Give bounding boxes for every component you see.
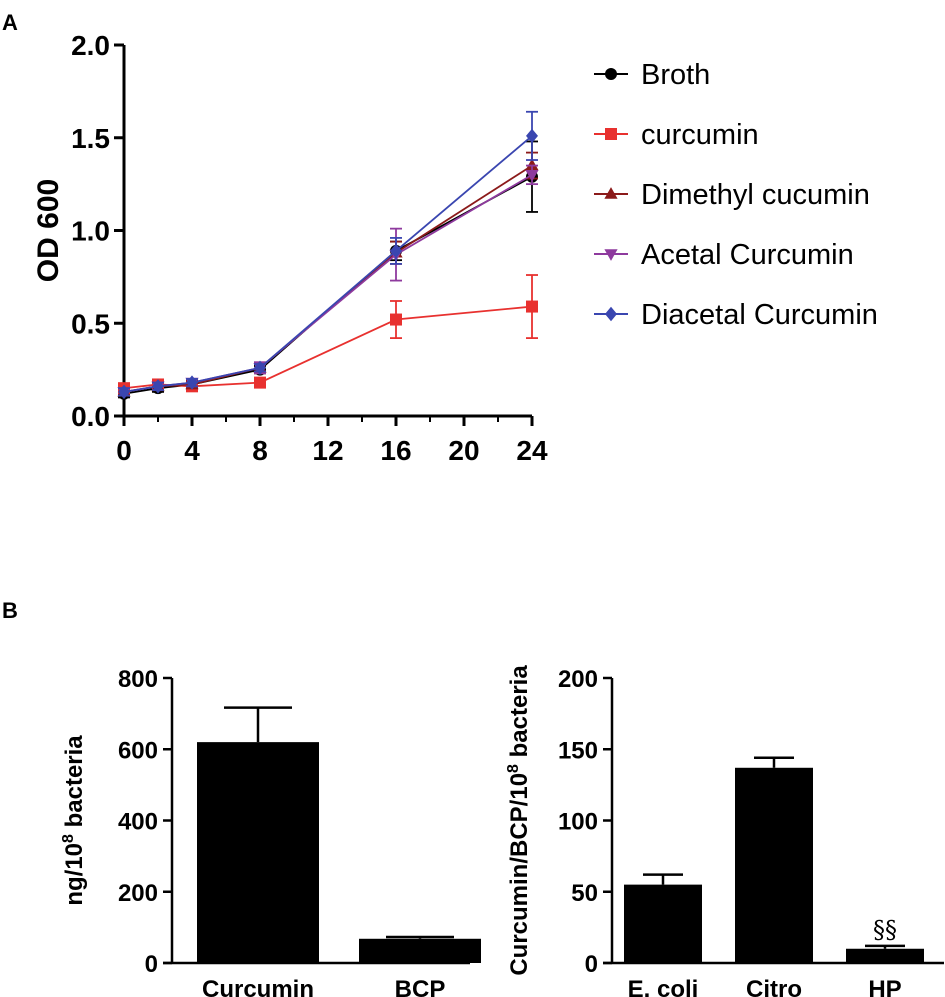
panel-a-label: A [2,10,18,35]
x-category-label-curcumin: Curcumin [202,976,314,997]
growth-curve-legend: Broth curcumin Dimethyl cucumin Acetal Curc… [594,59,878,331]
y-axis-title-superscript: 8 [505,764,522,773]
y-tick-label: 150 [558,737,598,764]
bar-e-coli [624,884,702,963]
y-tick-label: 50 [571,880,598,907]
y-tick-label: 0 [145,951,158,978]
data-point-curcumin [390,313,402,326]
legend-marker-diacetal-curcumin [605,306,617,322]
legend-marker-dimethyl-cucumin [604,187,618,199]
bar-hp [846,948,924,963]
data-point-diacetal-curcumin [526,128,538,144]
x-tick-label: 4 [184,435,200,466]
x-category-label-e-coli: E. coli [628,976,699,997]
data-point-diacetal-curcumin [118,384,130,400]
y-tick-label: 600 [118,737,158,764]
x-category-label-citro: Citro [746,976,802,997]
legend-marker-acetal-curcumin [604,249,618,261]
x-tick-label: 0 [116,435,132,466]
panel-b-label: B [2,598,18,623]
y-axis-title-suffix: bacteria [506,665,533,764]
legend-label-broth: Broth [641,59,710,91]
series-line-broth [123,175,533,395]
series-line-dimethyl-cucumin [123,164,533,393]
y-tick-label: 1.5 [71,123,110,154]
data-point-diacetal-curcumin [254,360,266,375]
series-line-diacetal-curcumin [123,135,533,393]
y-axis-title: Curcumin/BCP/108 bacteria [505,665,533,976]
legend-marker-broth [605,68,617,80]
data-point-diacetal-curcumin [186,375,198,390]
x-tick-label: 16 [380,435,411,466]
y-axis-title-main: Curcumin/BCP/10 [506,773,533,976]
legend-marker-curcumin [605,128,617,140]
data-point-acetal-curcumin [525,170,539,182]
significance-annotation: §§ [873,916,897,944]
data-point-diacetal-curcumin [390,243,402,259]
bar-curcumin [197,742,319,963]
curcumin-bcp-bar-chart: 0 200 400 600 800 Curcumin BCP ng/108 bacteria [60,666,481,997]
data-point-dimethyl-cucumin [525,158,539,171]
series-line-acetal-curcumin [123,174,533,393]
y-axis-title-superscript: 8 [60,834,77,843]
x-tick-label: 12 [312,435,343,466]
series-line-curcumin [123,305,533,390]
y-tick-label: 2.0 [71,30,110,61]
y-tick-label: 200 [118,880,158,907]
x-category-label-hp: HP [868,976,901,997]
data-point-diacetal-curcumin [152,379,164,394]
x-tick-label: 8 [252,435,268,466]
y-axis-title-main: ng/10 [61,843,88,906]
y-tick-label: 0.0 [71,401,110,432]
y-axis-title-suffix: bacteria [61,735,88,834]
y-tick-label: 200 [558,666,598,693]
y-tick-label: 400 [118,809,158,836]
bar-citro [735,767,813,963]
legend-label-diacetal-curcumin: Diacetal Curcumin [641,299,878,331]
y-axis-title: OD 600 [32,179,65,282]
y-tick-label: 0.5 [71,308,110,339]
legend-label-curcumin: curcumin [641,119,759,151]
y-tick-label: 1.0 [71,216,110,247]
legend-label-acetal-curcumin: Acetal Curcumin [641,239,854,271]
growth-curve-chart: 0.0 0.5 1.0 1.5 2.0 0 4 8 12 16 20 24 OD 600 [32,30,548,466]
y-tick-label: 0 [585,951,598,978]
y-tick-label: 800 [118,666,158,693]
x-tick-label: 24 [516,435,548,466]
data-point-curcumin [526,300,538,313]
bar-bcp [359,938,481,963]
legend-label-dimethyl-cucumin: Dimethyl cucumin [641,179,870,211]
bacteria-bar-chart: 0 50 100 150 200 E. coli Citro HP §§ Curcumin/BCP… [505,665,944,997]
x-tick-label: 20 [448,435,479,466]
y-tick-label: 100 [558,809,598,836]
x-category-label-bcp: BCP [395,976,446,997]
y-axis-title: ng/108 bacteria [60,735,88,906]
data-point-curcumin [254,376,266,389]
